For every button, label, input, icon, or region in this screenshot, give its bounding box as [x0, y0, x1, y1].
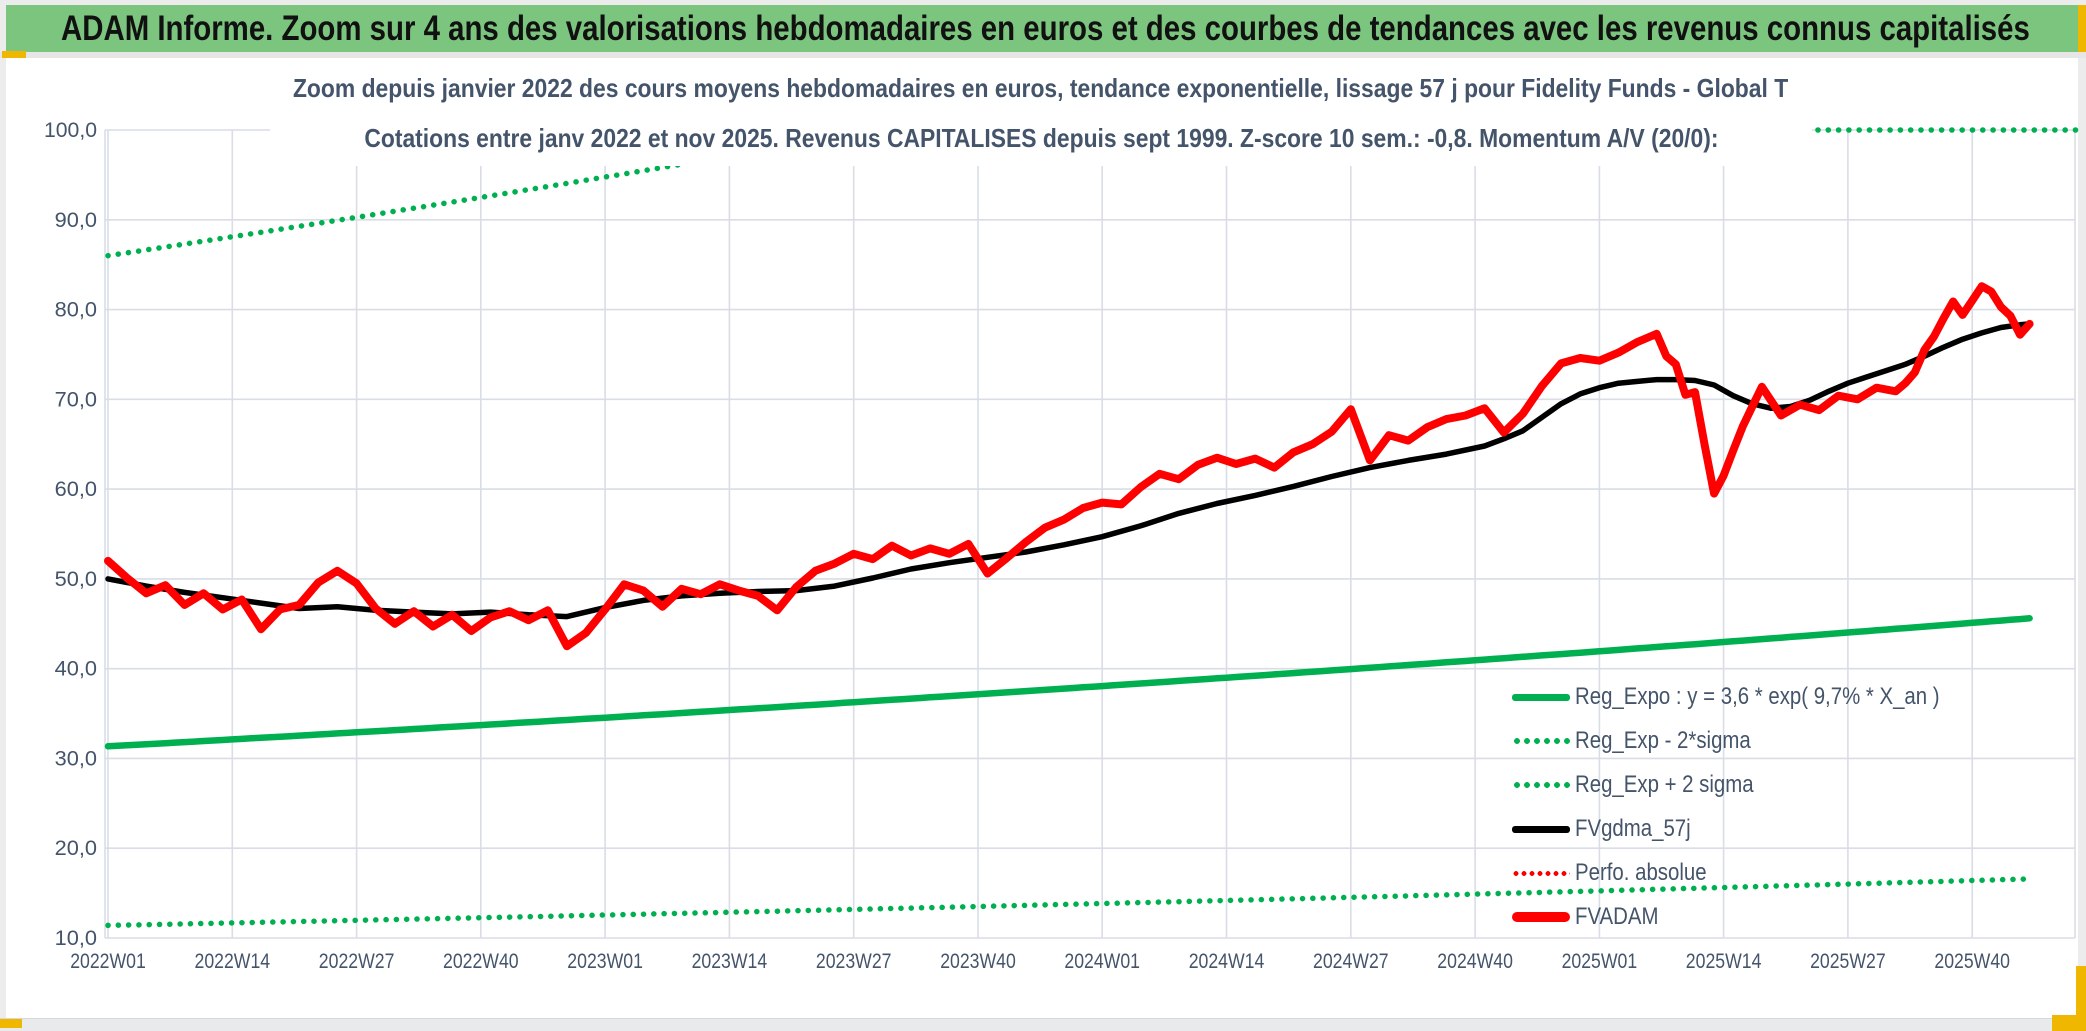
legend-swatch-line-dotted-small [1512, 869, 1570, 877]
gold-accent-top-right [2078, 5, 2086, 52]
chart-title-line2: Cotations entre janv 2022 et nov 2025. R… [363, 123, 1719, 153]
gold-accent-bottom-right-horizontal [2052, 1015, 2086, 1031]
legend-label: Perfo. absolue [1575, 859, 1707, 886]
legend-label: FVgdma_57j [1575, 815, 1691, 842]
gold-accent-bottom-left [0, 1019, 22, 1028]
legend-item: Reg_Exp + 2 sigma [1512, 763, 2004, 807]
legend-item: FVgdma_57j [1512, 807, 2004, 851]
legend-label: Reg_Expo : y = 3,6 * exp( 9,7% * X_an ) [1575, 683, 1940, 710]
gold-accent-bottom-right-vertical [2076, 966, 2086, 1031]
legend-swatch-line-solid-thick [1512, 912, 1570, 922]
legend-label: FVADAM [1575, 903, 1659, 930]
chart-title: Zoom depuis janvier 2022 des cours moyen… [270, 60, 1812, 166]
header-bar: ADAM Informe. Zoom sur 4 ans des valoris… [6, 5, 2078, 52]
legend-swatch-line-solid [1512, 693, 1570, 701]
legend-item: Reg_Expo : y = 3,6 * exp( 9,7% * X_an ) [1512, 675, 2004, 719]
legend-swatch-line-dotted [1512, 737, 1570, 745]
bottom-bar [0, 1018, 2086, 1031]
gold-accent-header-left [2, 51, 26, 58]
legend-item: Perfo. absolue [1512, 851, 2004, 895]
legend-swatch-line-solid [1512, 825, 1570, 833]
legend-label: Reg_Exp + 2 sigma [1575, 771, 1754, 798]
legend-item: FVADAM [1512, 895, 2004, 939]
chart-title-line1: Zoom depuis janvier 2022 des cours moyen… [293, 73, 1789, 103]
header-divider [0, 52, 2086, 58]
window-frame-edge [0, 0, 2086, 5]
legend-item: Reg_Exp - 2*sigma [1512, 719, 2004, 763]
legend-swatch-line-dotted [1512, 781, 1570, 789]
legend-label: Reg_Exp - 2*sigma [1575, 727, 1751, 754]
chart-legend: Reg_Expo : y = 3,6 * exp( 9,7% * X_an ) R… [1512, 675, 2004, 939]
header-title: ADAM Informe. Zoom sur 4 ans des valoris… [61, 8, 2030, 48]
